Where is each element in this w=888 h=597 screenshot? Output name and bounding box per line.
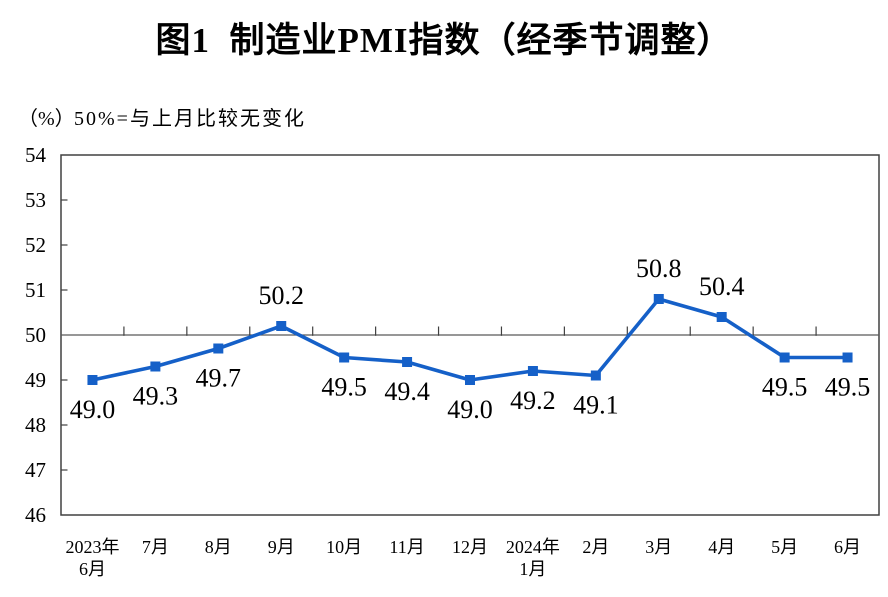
data-point-marker	[779, 352, 790, 363]
data-point-marker	[87, 375, 98, 385]
data-point-marker	[150, 361, 161, 372]
x-axis-label: 4月	[708, 537, 735, 557]
y-axis-label: 49	[25, 368, 46, 392]
y-axis-label: 48	[25, 413, 46, 437]
data-point-label: 49.5	[762, 373, 808, 402]
x-axis-label: 12月	[452, 537, 488, 557]
x-axis-label: 2月	[582, 537, 609, 557]
data-point-label: 49.0	[70, 395, 116, 424]
data-point-marker	[590, 370, 601, 381]
y-axis-label: 52	[25, 233, 46, 257]
data-point-marker	[842, 352, 853, 363]
data-point-marker	[213, 343, 224, 354]
data-point-marker	[402, 357, 413, 367]
y-axis-label: 54	[25, 143, 47, 167]
y-axis-unit-label: （%）	[18, 108, 75, 130]
reference-line-note: 50%=与上月比较无变化	[74, 108, 306, 130]
y-axis-label: 53	[25, 188, 46, 212]
data-point-label: 50.8	[636, 254, 682, 283]
x-axis-label: 10月	[326, 537, 362, 557]
x-axis-label: 3月	[645, 537, 672, 557]
x-axis-label: 2024年 1月	[506, 537, 560, 579]
data-point-marker	[527, 366, 538, 376]
data-point-label: 49.3	[133, 382, 179, 411]
data-point-marker	[716, 312, 727, 322]
x-axis-label: 7月	[142, 537, 169, 557]
x-axis-label: 6月	[834, 537, 861, 557]
x-axis-label: 5月	[771, 537, 798, 557]
data-point-label: 49.5	[321, 373, 367, 402]
data-point-label: 49.2	[510, 386, 556, 415]
data-point-marker	[465, 375, 475, 385]
chart-title: 图1 制造业PMI指数（经季节调整）	[155, 21, 733, 60]
y-axis-label: 47	[25, 458, 46, 482]
y-axis-label: 50	[25, 323, 46, 347]
data-point-label: 49.7	[196, 364, 242, 393]
data-point-label: 49.1	[573, 391, 619, 420]
x-axis-label: 2023年 6月	[65, 537, 119, 579]
y-axis-label: 51	[25, 278, 46, 302]
data-point-marker	[653, 294, 664, 304]
data-point-label: 49.5	[825, 373, 871, 402]
x-axis-label: 8月	[205, 537, 232, 557]
x-axis-label: 9月	[268, 537, 295, 557]
data-point-marker	[276, 321, 287, 331]
x-axis-label: 11月	[389, 537, 424, 557]
data-point-label: 50.4	[699, 272, 745, 301]
data-point-label: 49.4	[384, 377, 430, 406]
data-point-marker	[339, 352, 350, 363]
y-axis-label: 46	[25, 503, 46, 527]
data-point-label: 50.2	[258, 281, 304, 310]
data-point-label: 49.0	[447, 395, 493, 424]
